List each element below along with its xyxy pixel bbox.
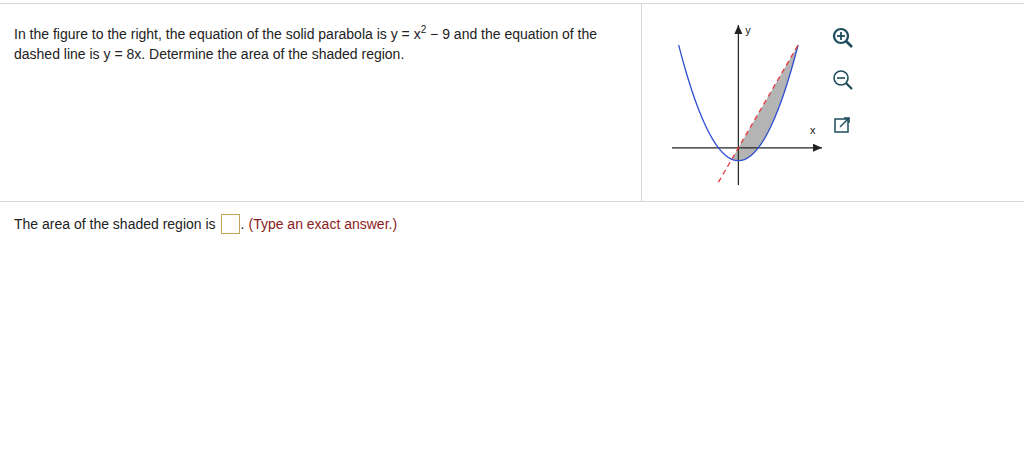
svg-text:x: x xyxy=(810,124,816,136)
html-text:In the figure to the right, th: In the figure to the right, the equation… xyxy=(14,24,598,62)
html-text:. (Type an exact answer.): . (Type an exact answer.) xyxy=(240,216,398,232)
svg-text:y: y xyxy=(745,25,751,36)
html-text:The area of the shaded region: The area of the shaded region is xyxy=(14,216,216,232)
